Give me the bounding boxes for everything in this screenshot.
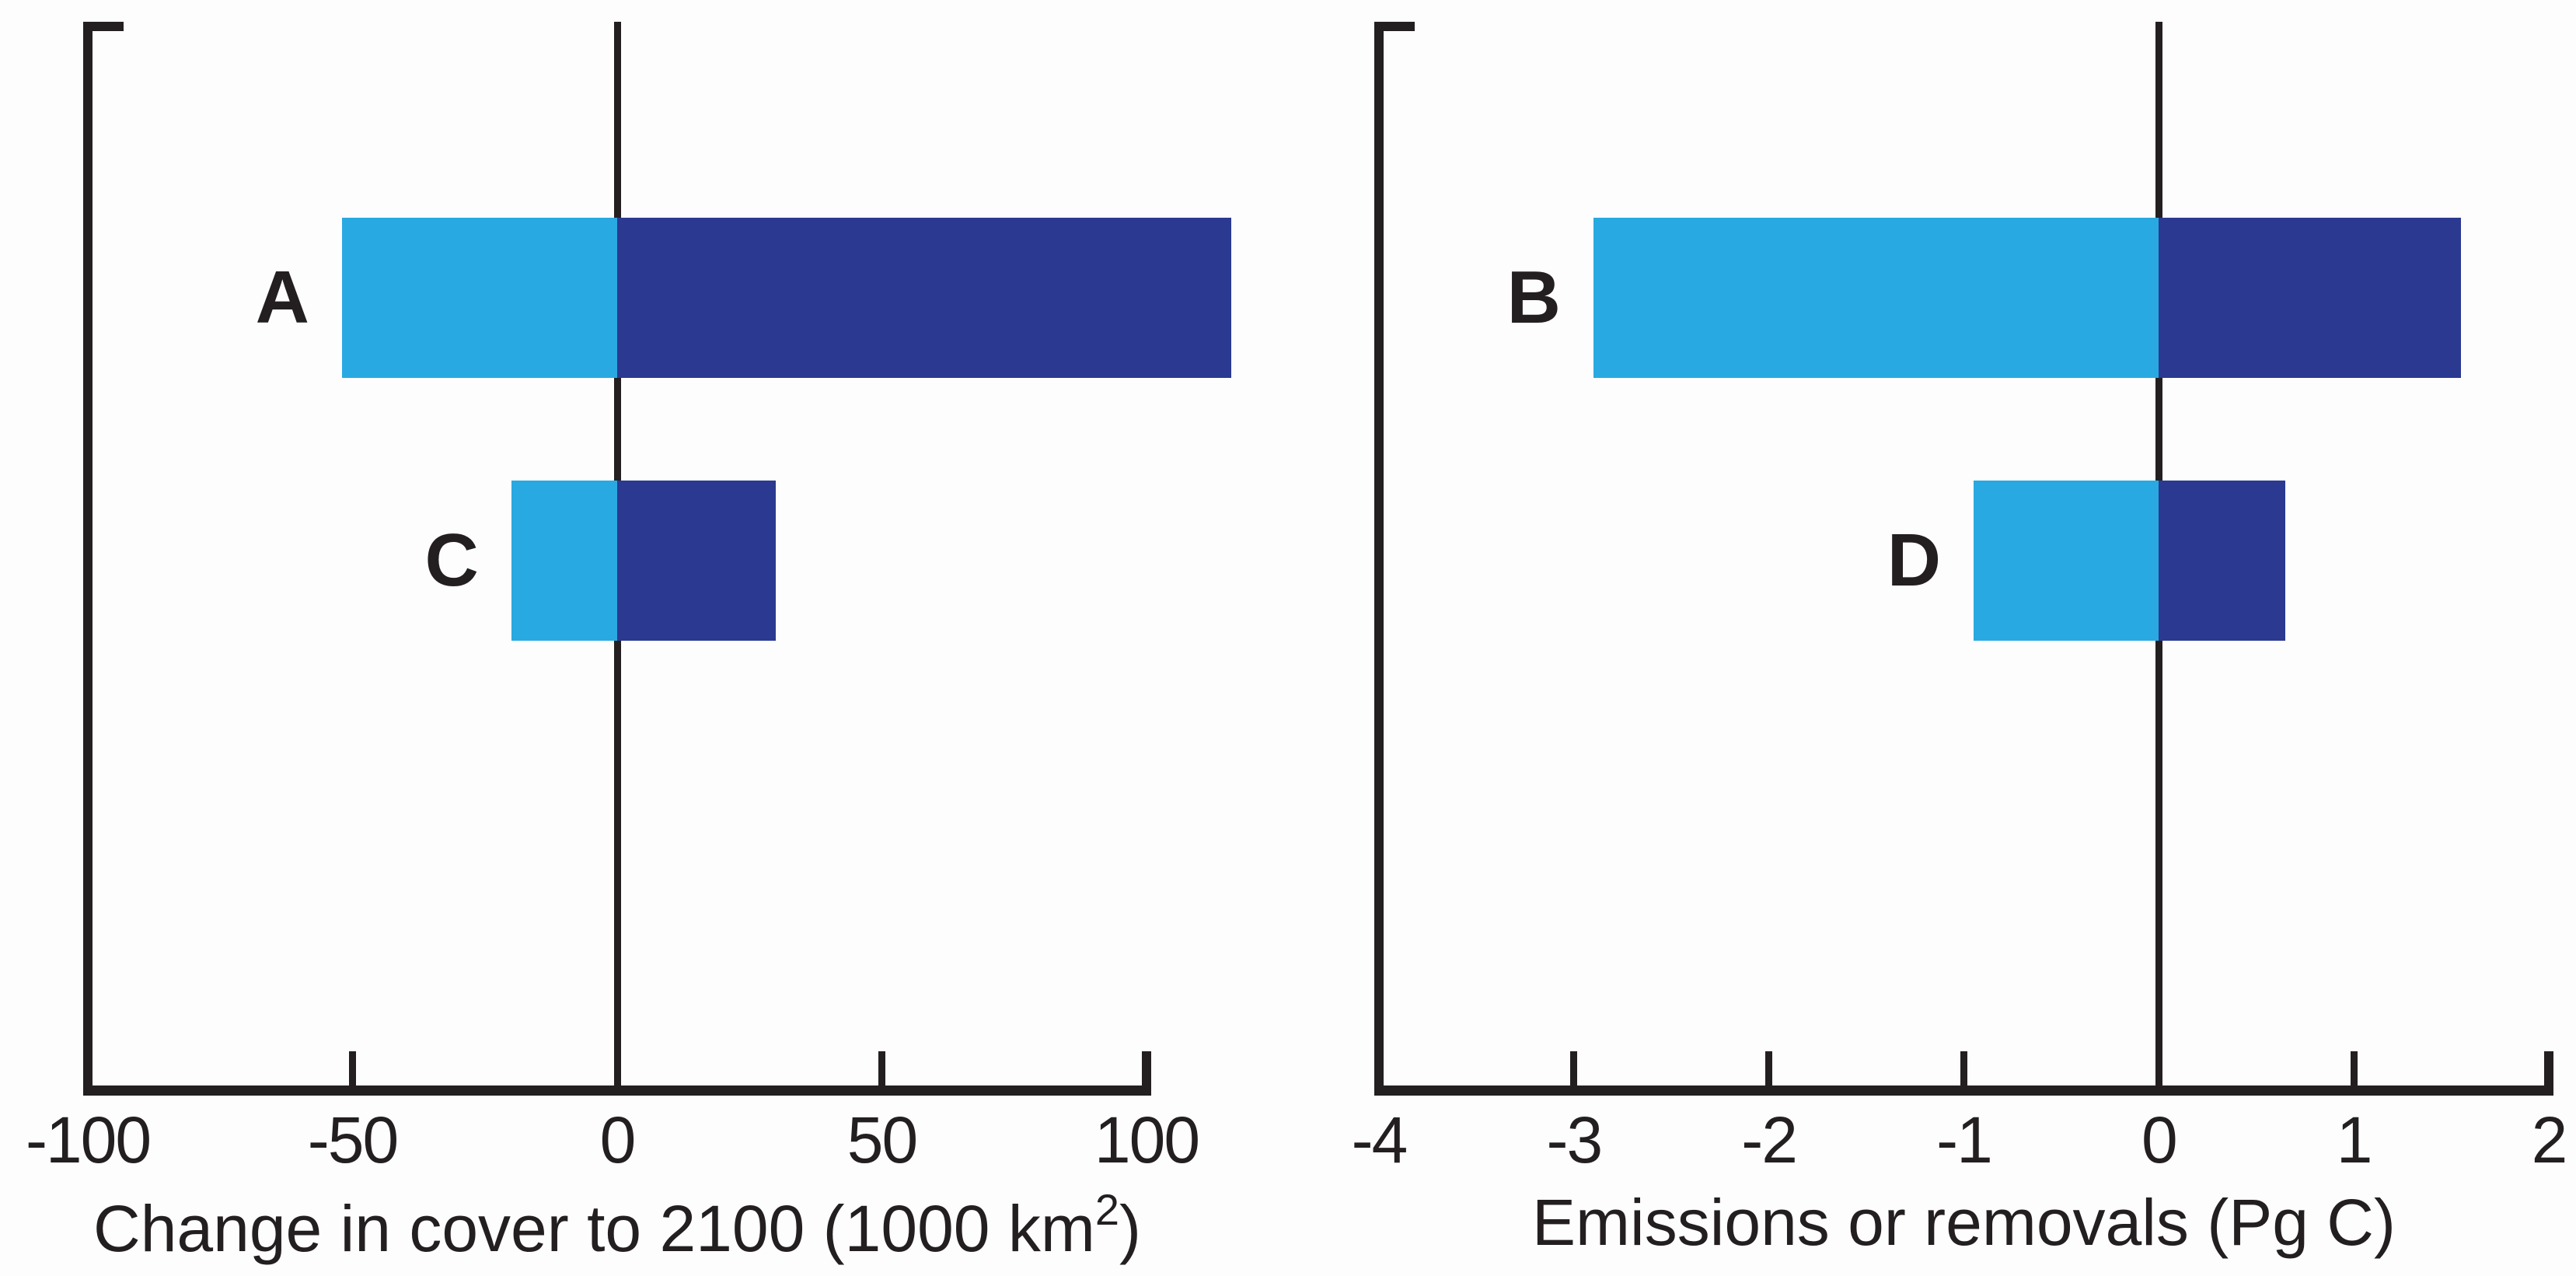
x-tick-label-0: 0 [2141,1103,2178,1176]
x-tick-label-2: 2 [2531,1103,2568,1176]
axis-top-tick [83,22,124,31]
x-tick-label--50: -50 [307,1103,399,1176]
bar-label-C: C [424,519,479,602]
bar-B-positive-segment [2159,218,2462,378]
axis-top-tick [1374,22,1415,31]
x-axis-title: Change in cover to 2100 (1000 km2) [0,1185,1550,1267]
bar-B-negative-segment [1593,218,2159,378]
x-axis-tick-2 [2544,1051,2553,1085]
bar-C-positive-segment [617,481,777,641]
x-axis-tick--3 [1570,1051,1578,1085]
bar-label-A: A [255,256,309,339]
x-axis-tick--1 [1960,1051,1967,1085]
x-axis-tick-50 [878,1051,885,1085]
y-axis-spine [1374,22,1384,1096]
bar-label-B: B [1506,256,1561,339]
y-axis-spine [83,22,92,1096]
bar-A-positive-segment [617,218,1231,378]
bar-C-negative-segment [511,481,617,641]
x-axis-title-text: Change in cover to 2100 (1000 km [93,1192,1095,1265]
x-axis-tick-1 [2350,1051,2358,1085]
x-axis-tick-100 [1142,1051,1151,1085]
x-tick-label--4: -4 [1351,1103,1408,1176]
x-tick-label-100: 100 [1094,1103,1200,1176]
x-axis-title-text-end: ) [1119,1192,1141,1265]
x-axis-tick--2 [1765,1051,1773,1085]
x-axis-title-text: Emissions or removals (Pg C) [1532,1186,2396,1259]
bar-label-D: D [1887,519,1942,602]
x-tick-label--3: -3 [1546,1103,1603,1176]
x-tick-label--2: -2 [1741,1103,1798,1176]
x-axis-line [1374,1085,2553,1096]
bar-D-positive-segment [2159,481,2286,641]
x-tick-label-1: 1 [2336,1103,2373,1176]
x-tick-label-0: 0 [599,1103,637,1176]
bar-D-negative-segment [1974,481,2159,641]
x-tick-label--1: -1 [1936,1103,1993,1176]
x-tick-label-50: 50 [846,1103,918,1176]
x-tick-label--100: -100 [25,1103,152,1176]
x-axis-title: Emissions or removals (Pg C) [1031,1185,2576,1260]
x-axis-title-superscript: 2 [1094,1185,1119,1234]
x-axis-tick--50 [349,1051,356,1085]
bar-A-negative-segment [341,218,617,378]
